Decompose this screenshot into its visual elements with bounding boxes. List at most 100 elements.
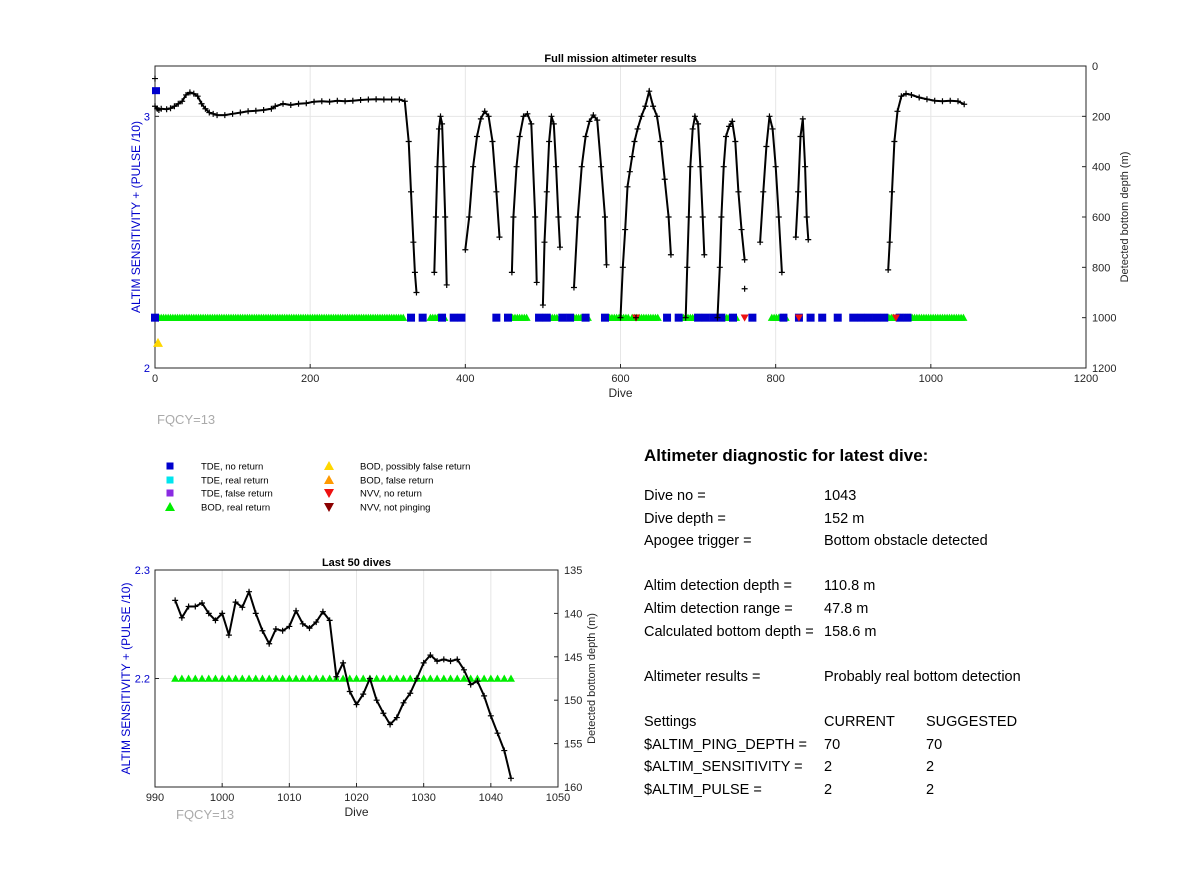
tde-no-return-marker [701, 313, 710, 322]
ping-depth-current: 70 [824, 736, 841, 753]
depth-point [431, 269, 438, 276]
legend-label: NVV, no return [360, 489, 422, 500]
legend-label: TDE, no return [201, 462, 263, 473]
bod-real-return-marker [318, 674, 327, 682]
depth-point [299, 620, 306, 627]
x-tick-label: 200 [301, 373, 319, 385]
depth-point [340, 659, 347, 666]
full-mission-plot: 0 200 400 600 800 1000 1200 2 3 0 200 400 600 800 1000… [129, 53, 1131, 427]
bod-real-return-marker [506, 674, 515, 682]
depth-point [532, 214, 539, 220]
depth-point [420, 659, 427, 666]
depth-point [528, 120, 535, 127]
bod-real-return-marker [265, 674, 274, 682]
bod-real-return-marker [386, 674, 395, 682]
depth-point [413, 675, 420, 682]
y2-axis-label: Detected bottom depth (m) [1119, 152, 1131, 283]
tde-no-return-marker [151, 313, 159, 322]
depth-point [732, 138, 739, 145]
depth-point [439, 120, 446, 127]
depth-point [954, 98, 961, 105]
bod-real-return-marker [312, 674, 321, 682]
altimeter-results-value: Probably real bottom detection [824, 668, 1021, 685]
y2-axis-label: Detected bottom depth (m) [586, 613, 598, 744]
chart-title: Full mission altimeter results [544, 53, 696, 65]
bod-real-return-marker [224, 674, 233, 682]
x-axis-label: Dive [344, 805, 368, 819]
depth-point [622, 226, 629, 233]
depth-point [460, 666, 467, 673]
depth-point [280, 100, 287, 107]
depth-point [388, 96, 395, 103]
depth-point [524, 110, 531, 117]
tde-no-return-marker [717, 313, 726, 322]
depth-point [245, 108, 252, 115]
current-header: CURRENT [824, 713, 895, 730]
bod-real-return-marker [473, 674, 482, 682]
depth-point [885, 266, 892, 273]
depth-point [202, 105, 209, 112]
bod-real-return-marker [211, 674, 220, 682]
legend-square-marker [166, 476, 174, 484]
depth-point [387, 721, 394, 728]
depth-point [462, 246, 469, 253]
depth-point [689, 125, 696, 132]
bod-real-return-marker [439, 674, 448, 682]
bod-real-return-marker [392, 674, 401, 682]
depth-point [400, 699, 407, 706]
tde-no-return-marker [709, 313, 718, 322]
depth-point [411, 269, 418, 276]
depth-point [306, 625, 313, 632]
bod-real-return-marker [198, 674, 207, 682]
depth-point [185, 603, 192, 610]
legend: TDE, no return TDE, real return TDE, false… [165, 461, 470, 514]
depth-point [175, 100, 182, 107]
depth-point [496, 234, 503, 241]
bod-real-return-marker [258, 674, 267, 682]
depth-point [485, 113, 492, 120]
tde-no-return-marker [895, 313, 904, 322]
dive-depth-value: 152 m [824, 510, 865, 527]
depth-series-line [887, 92, 965, 270]
depth-point [326, 98, 333, 105]
y-tick-label: 2 [144, 363, 150, 375]
bod-real-return-marker [500, 674, 509, 682]
suggested-header: SUGGESTED [926, 713, 1018, 730]
depth-point [629, 153, 636, 160]
y-tick-label: 2.2 [135, 674, 150, 686]
calculated-depth-value: 158.6 m [824, 623, 877, 640]
depth-point [513, 163, 520, 170]
depth-point [556, 244, 563, 251]
legend-label: TDE, false return [201, 489, 273, 500]
depth-point [427, 652, 434, 659]
depth-series-line [684, 112, 706, 318]
depth-point [295, 100, 302, 107]
depth-point [467, 681, 474, 688]
x-tick-label: 600 [611, 373, 629, 385]
depth-point [642, 103, 649, 110]
depth-point [342, 98, 349, 105]
depth-point [440, 656, 447, 663]
depth-point [353, 701, 360, 708]
detection-range-label: Altim detection range = [644, 600, 793, 617]
depth-point [631, 138, 638, 145]
bod-real-return-marker [406, 674, 415, 682]
altimeter-diagnostic-panel: Altimeter diagnostic for latest dive: Di… [644, 446, 1164, 804]
depth-point [619, 264, 626, 271]
depth-point [898, 93, 905, 100]
depth-point [229, 110, 236, 117]
depth-point [326, 617, 333, 624]
tde-no-return-marker [438, 313, 447, 322]
bod-real-return-marker [292, 674, 301, 682]
bod-real-return-marker [298, 674, 307, 682]
depth-point [239, 604, 246, 611]
bod-real-return-marker [419, 674, 428, 682]
depth-point [432, 214, 439, 220]
y2-tick-label: 800 [1092, 262, 1110, 274]
depth-point [349, 97, 356, 104]
depth-point [598, 163, 605, 170]
depth-point [346, 688, 353, 695]
depth-point [440, 163, 447, 170]
depth-point [232, 599, 239, 606]
depth-point [408, 188, 415, 195]
